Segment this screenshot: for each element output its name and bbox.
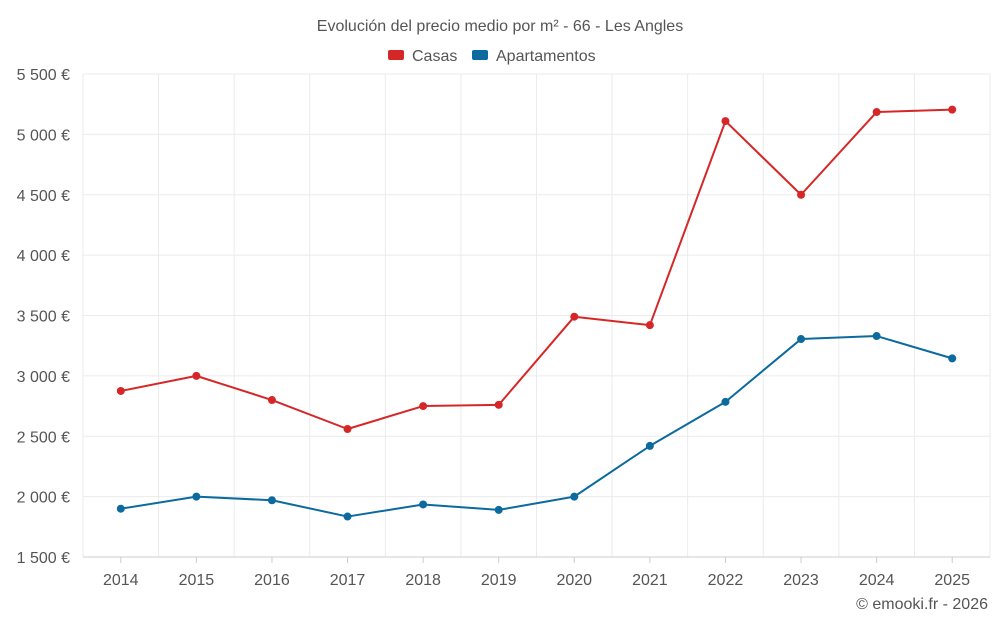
- legend: Casas Apartamentos: [388, 48, 596, 65]
- series-apartamentos: [116, 332, 957, 521]
- data-point-apartamentos[interactable]: [494, 505, 503, 514]
- data-point-apartamentos[interactable]: [267, 496, 276, 505]
- y-tick-label: 5 000 €: [17, 127, 70, 144]
- legend-swatch-casas: [388, 50, 404, 60]
- y-tick-label: 3 000 €: [17, 369, 70, 386]
- data-point-apartamentos[interactable]: [645, 441, 654, 450]
- y-tick-label: 2 000 €: [17, 490, 70, 507]
- legend-item-casas[interactable]: Casas: [388, 48, 457, 65]
- y-tick-label: 5 500 €: [17, 67, 70, 84]
- data-point-apartamentos[interactable]: [192, 492, 201, 501]
- x-tick-label: 2016: [254, 572, 290, 589]
- data-point-casas[interactable]: [192, 371, 201, 380]
- data-point-casas[interactable]: [116, 386, 125, 395]
- x-tick-label: 2018: [405, 572, 441, 589]
- data-point-apartamentos[interactable]: [797, 335, 806, 344]
- data-point-casas[interactable]: [570, 312, 579, 321]
- legend-swatch-apartamentos: [472, 50, 488, 60]
- chart-title: Evolución del precio medio por m² - 66 -…: [317, 18, 683, 35]
- x-tick-label: 2021: [632, 572, 668, 589]
- x-tick-label: 2025: [934, 572, 970, 589]
- y-tick-label: 4 500 €: [17, 188, 70, 205]
- legend-item-apartamentos[interactable]: Apartamentos: [472, 48, 596, 65]
- data-point-apartamentos[interactable]: [948, 354, 957, 363]
- y-tick-label: 1 500 €: [17, 550, 70, 567]
- data-point-casas[interactable]: [948, 105, 957, 114]
- series-casas: [116, 105, 957, 434]
- credit-text: © emooki.fr - 2026: [856, 596, 988, 613]
- data-point-apartamentos[interactable]: [872, 332, 881, 341]
- y-tick-label: 2 500 €: [17, 429, 70, 446]
- y-tick-label: 4 000 €: [17, 248, 70, 265]
- data-point-apartamentos[interactable]: [570, 492, 579, 501]
- data-point-casas[interactable]: [267, 396, 276, 405]
- x-tick-label: 2019: [481, 572, 517, 589]
- series-line-casas: [119, 108, 954, 430]
- y-tick-label: 3 500 €: [17, 309, 70, 326]
- x-axis: 2014 2015 2016 2017 2018 2019 2020 2021 2022 2023…: [83, 556, 990, 589]
- series-line-apartamentos: [119, 335, 954, 518]
- legend-label-casas: Casas: [412, 48, 457, 65]
- x-tick-label: 2017: [330, 572, 366, 589]
- x-tick-label: 2020: [556, 572, 592, 589]
- x-tick-label: 2023: [783, 572, 819, 589]
- legend-label-apartamentos: Apartamentos: [496, 48, 596, 65]
- y-axis: 1 500 € 2 000 € 2 500 € 3 000 € 3 500 € 4 000…: [17, 67, 70, 567]
- grid: [82, 73, 991, 558]
- x-tick-label: 2014: [103, 572, 139, 589]
- data-point-casas[interactable]: [343, 425, 352, 434]
- x-tick-label: 2022: [708, 572, 744, 589]
- data-point-apartamentos[interactable]: [721, 397, 730, 406]
- data-point-apartamentos[interactable]: [116, 504, 125, 513]
- data-point-apartamentos[interactable]: [419, 500, 428, 509]
- data-point-casas[interactable]: [419, 402, 428, 411]
- data-point-casas[interactable]: [645, 321, 654, 330]
- x-tick-label: 2015: [179, 572, 215, 589]
- data-point-casas[interactable]: [494, 400, 503, 409]
- x-tick-label: 2024: [859, 572, 895, 589]
- data-point-apartamentos[interactable]: [343, 512, 352, 521]
- data-point-casas[interactable]: [721, 117, 730, 126]
- data-point-casas[interactable]: [797, 190, 806, 199]
- series-layer: [116, 105, 957, 521]
- data-point-casas[interactable]: [872, 108, 881, 117]
